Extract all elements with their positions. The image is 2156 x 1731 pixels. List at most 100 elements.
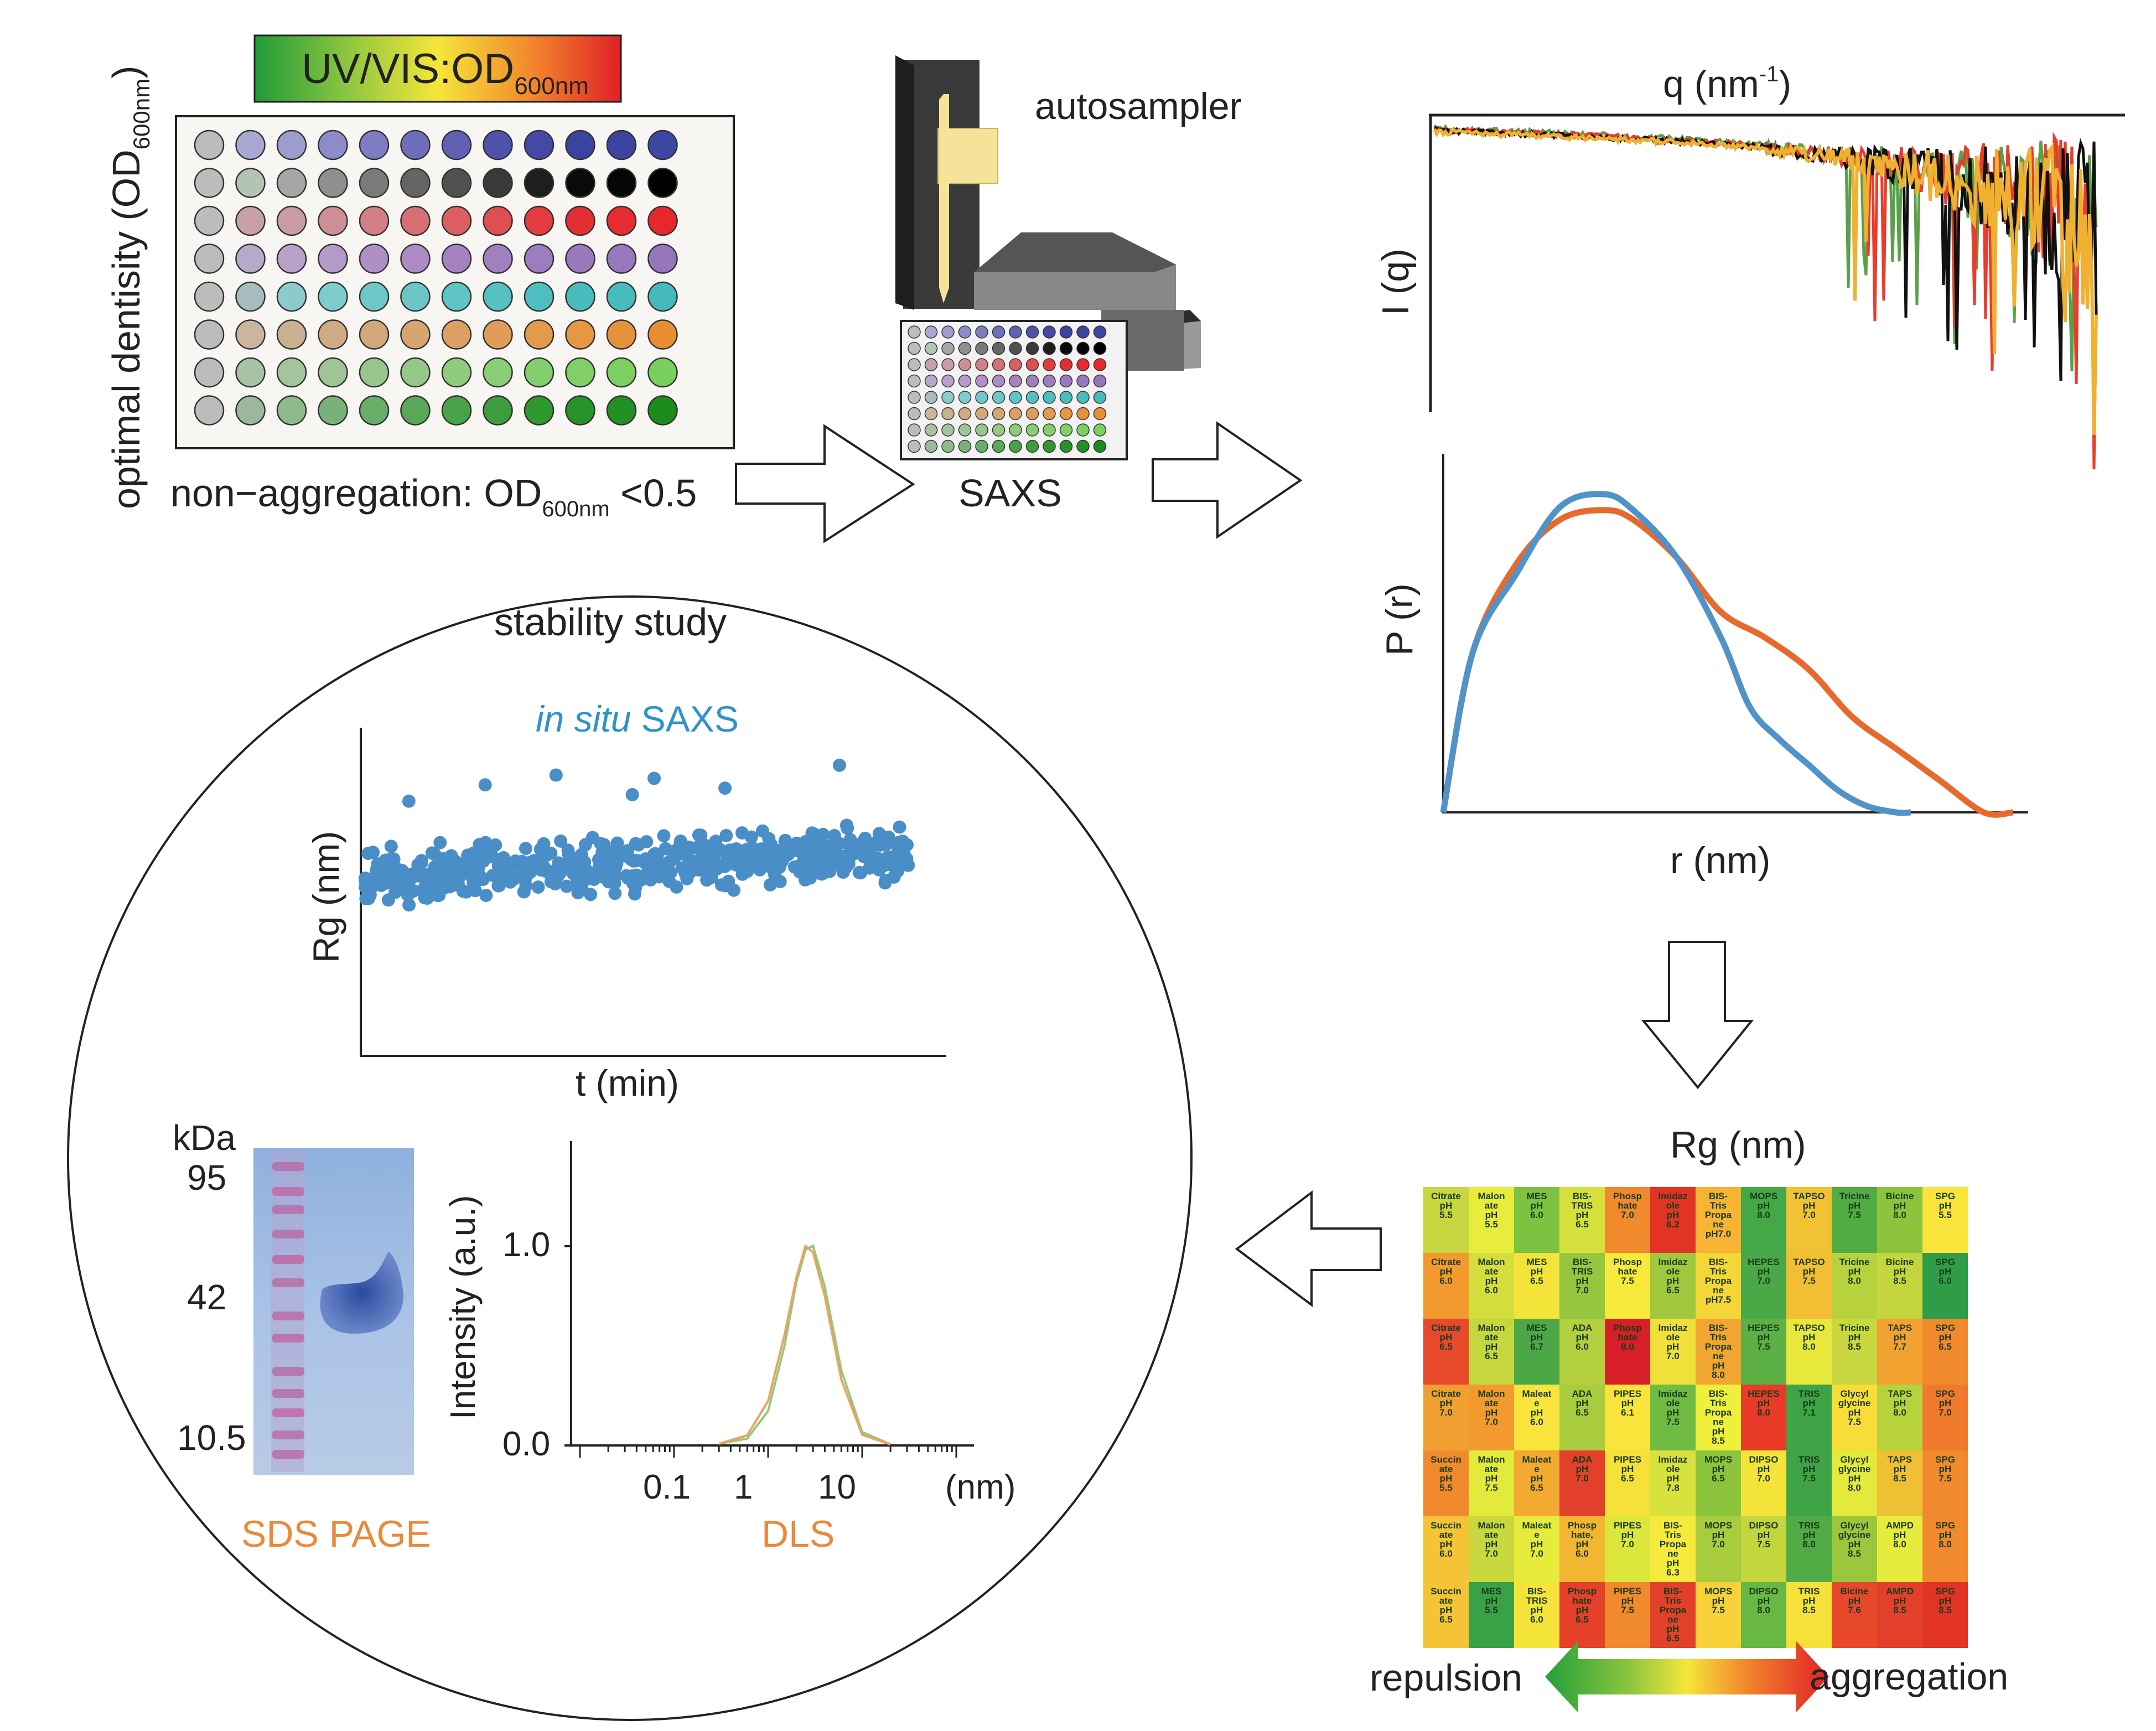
heatmap-cell <box>1877 1385 1922 1450</box>
heatmap-cell <box>1514 1385 1559 1450</box>
rg-point <box>571 886 585 900</box>
mini-plate-well <box>1093 407 1107 421</box>
rg-point <box>531 880 545 894</box>
plate-well <box>483 243 513 274</box>
mini-plate-well <box>924 358 938 371</box>
mini-plate-well <box>1025 325 1039 339</box>
mini-plate-well <box>1043 325 1056 339</box>
heatmap-cell <box>1741 1187 1786 1253</box>
rg-point <box>874 859 888 873</box>
rg-point <box>560 879 573 893</box>
plate-well <box>565 205 595 236</box>
heatmap-cell <box>1605 1253 1650 1319</box>
mini-plate-well <box>1059 358 1073 371</box>
plate-well <box>194 205 225 236</box>
stability-panel: stability study in situ SAXS t (min) Rg … <box>67 595 1193 1721</box>
mini-plate-well <box>924 374 938 388</box>
heatmap-cell-label: SPG pH 8.0 <box>1935 1520 1955 1549</box>
heatmap-cell <box>1741 1253 1786 1319</box>
mini-plate-well <box>1009 391 1022 404</box>
plate-well <box>194 281 225 312</box>
plate-well <box>565 319 595 350</box>
heatmap-cell <box>1469 1516 1514 1582</box>
gel-unit: kDa <box>173 1118 236 1158</box>
heatmap-cell <box>1605 1187 1650 1253</box>
heatmap-cell-label: Bicine pH 8.5 <box>1885 1257 1914 1286</box>
plate-panel: UV/VIS:OD600nm optimal dentisity (OD600n… <box>105 34 735 521</box>
plate-well <box>565 357 595 388</box>
rg-point <box>370 863 383 877</box>
mini-plate-well <box>1043 391 1056 404</box>
plate-well <box>400 395 431 426</box>
heatmap-cell-label: Succin ate pH 6.5 <box>1431 1586 1461 1625</box>
rg-point <box>896 835 910 848</box>
mini-plate-well <box>1025 391 1039 404</box>
plate-well <box>483 319 513 350</box>
rg-point <box>762 832 776 846</box>
plate-well <box>235 395 266 426</box>
heatmap-cell-label: BIS-Tris Propa ne pH7.0 <box>1705 1191 1732 1239</box>
plate-well <box>483 129 513 160</box>
rg-point <box>621 844 634 858</box>
heatmap-cell-label: DIPSO pH 7.0 <box>1749 1454 1779 1484</box>
heatmap-cell <box>1650 1385 1696 1450</box>
heatmap-cell <box>1423 1187 1469 1253</box>
heatmap-cell <box>1696 1319 1741 1385</box>
heatmap-cell <box>1786 1385 1832 1450</box>
heatmap-cell-label: Citrate pH 6.0 <box>1431 1257 1461 1286</box>
rg-point <box>816 827 830 841</box>
heatmap-cell-label: TAPSO pH 7.5 <box>1793 1257 1825 1286</box>
heatmap-cell <box>1922 1319 1968 1385</box>
rg-point <box>895 846 909 859</box>
mini-plate-well <box>1093 358 1107 371</box>
rg-point <box>411 858 425 872</box>
pr-y-label: P (r) <box>1378 583 1421 656</box>
mini-plate-well <box>1076 358 1090 371</box>
rg-point <box>839 818 853 832</box>
plate-well <box>276 281 307 312</box>
rg-point <box>549 768 563 782</box>
heatmap-cell <box>1922 1450 1968 1516</box>
rg-point <box>496 851 510 864</box>
heatmap-cell <box>1832 1253 1877 1319</box>
mini-plate-well <box>992 391 1006 404</box>
rg-point <box>596 870 610 884</box>
heatmap-panel: Rg (nm) Citrate pH 5.5 Malon ate pH 5.5 MES pH 6.… <box>1370 1124 2008 1713</box>
mini-plate-well <box>908 423 921 437</box>
mini-plate-well <box>975 325 988 339</box>
plate-well <box>235 357 266 388</box>
heatmap-cell-label: ADA pH 7.0 <box>1572 1454 1593 1484</box>
heatmap-cell-label: PIPES pH 6.1 <box>1614 1388 1641 1418</box>
heatmap-cell <box>1786 1582 1832 1648</box>
rg-point <box>537 861 551 874</box>
rg-point <box>692 828 706 842</box>
heatmap-cell-label: Malon ate pH 5.5 <box>1478 1191 1505 1230</box>
heatmap-cell <box>1832 1385 1877 1450</box>
heatmap-cell-label: BIS-Tris Propa ne pH 6.3 <box>1660 1520 1687 1578</box>
heatmap-cell-label: MES pH 6.5 <box>1527 1257 1547 1286</box>
mini-plate-well <box>1025 407 1039 421</box>
mini-plate-well <box>958 341 972 355</box>
heatmap-cell-label: ADA pH 6.0 <box>1572 1323 1593 1352</box>
heatmap-cell-label: Bicine pH 7.6 <box>1840 1586 1868 1615</box>
heatmap-cell <box>1514 1187 1559 1253</box>
mini-plate-well <box>975 358 988 371</box>
plate-well <box>400 357 431 388</box>
iq-x-label: q (nm-1) <box>1663 62 1791 105</box>
heatmap-cell <box>1605 1450 1650 1516</box>
pr-plot: r (nm) P (r) <box>1378 454 2028 882</box>
rg-point <box>369 874 383 888</box>
gel-ladder-band <box>272 1389 304 1398</box>
dls-xtick-1: 1 <box>734 1468 753 1506</box>
rg-point <box>567 867 581 881</box>
heatmap-cell-label: TRIS pH 7.5 <box>1799 1454 1820 1484</box>
heatmap-cell <box>1423 1319 1469 1385</box>
heatmap-cell <box>1423 1385 1469 1450</box>
rg-point <box>709 835 723 848</box>
mini-plate-well <box>941 407 955 421</box>
heatmap-cell-label: Phosp hate pH 6.5 <box>1568 1586 1597 1625</box>
mini-plate-well <box>941 439 955 453</box>
plate-well <box>524 205 554 236</box>
rg-point <box>448 854 462 868</box>
rg-point <box>730 852 744 866</box>
